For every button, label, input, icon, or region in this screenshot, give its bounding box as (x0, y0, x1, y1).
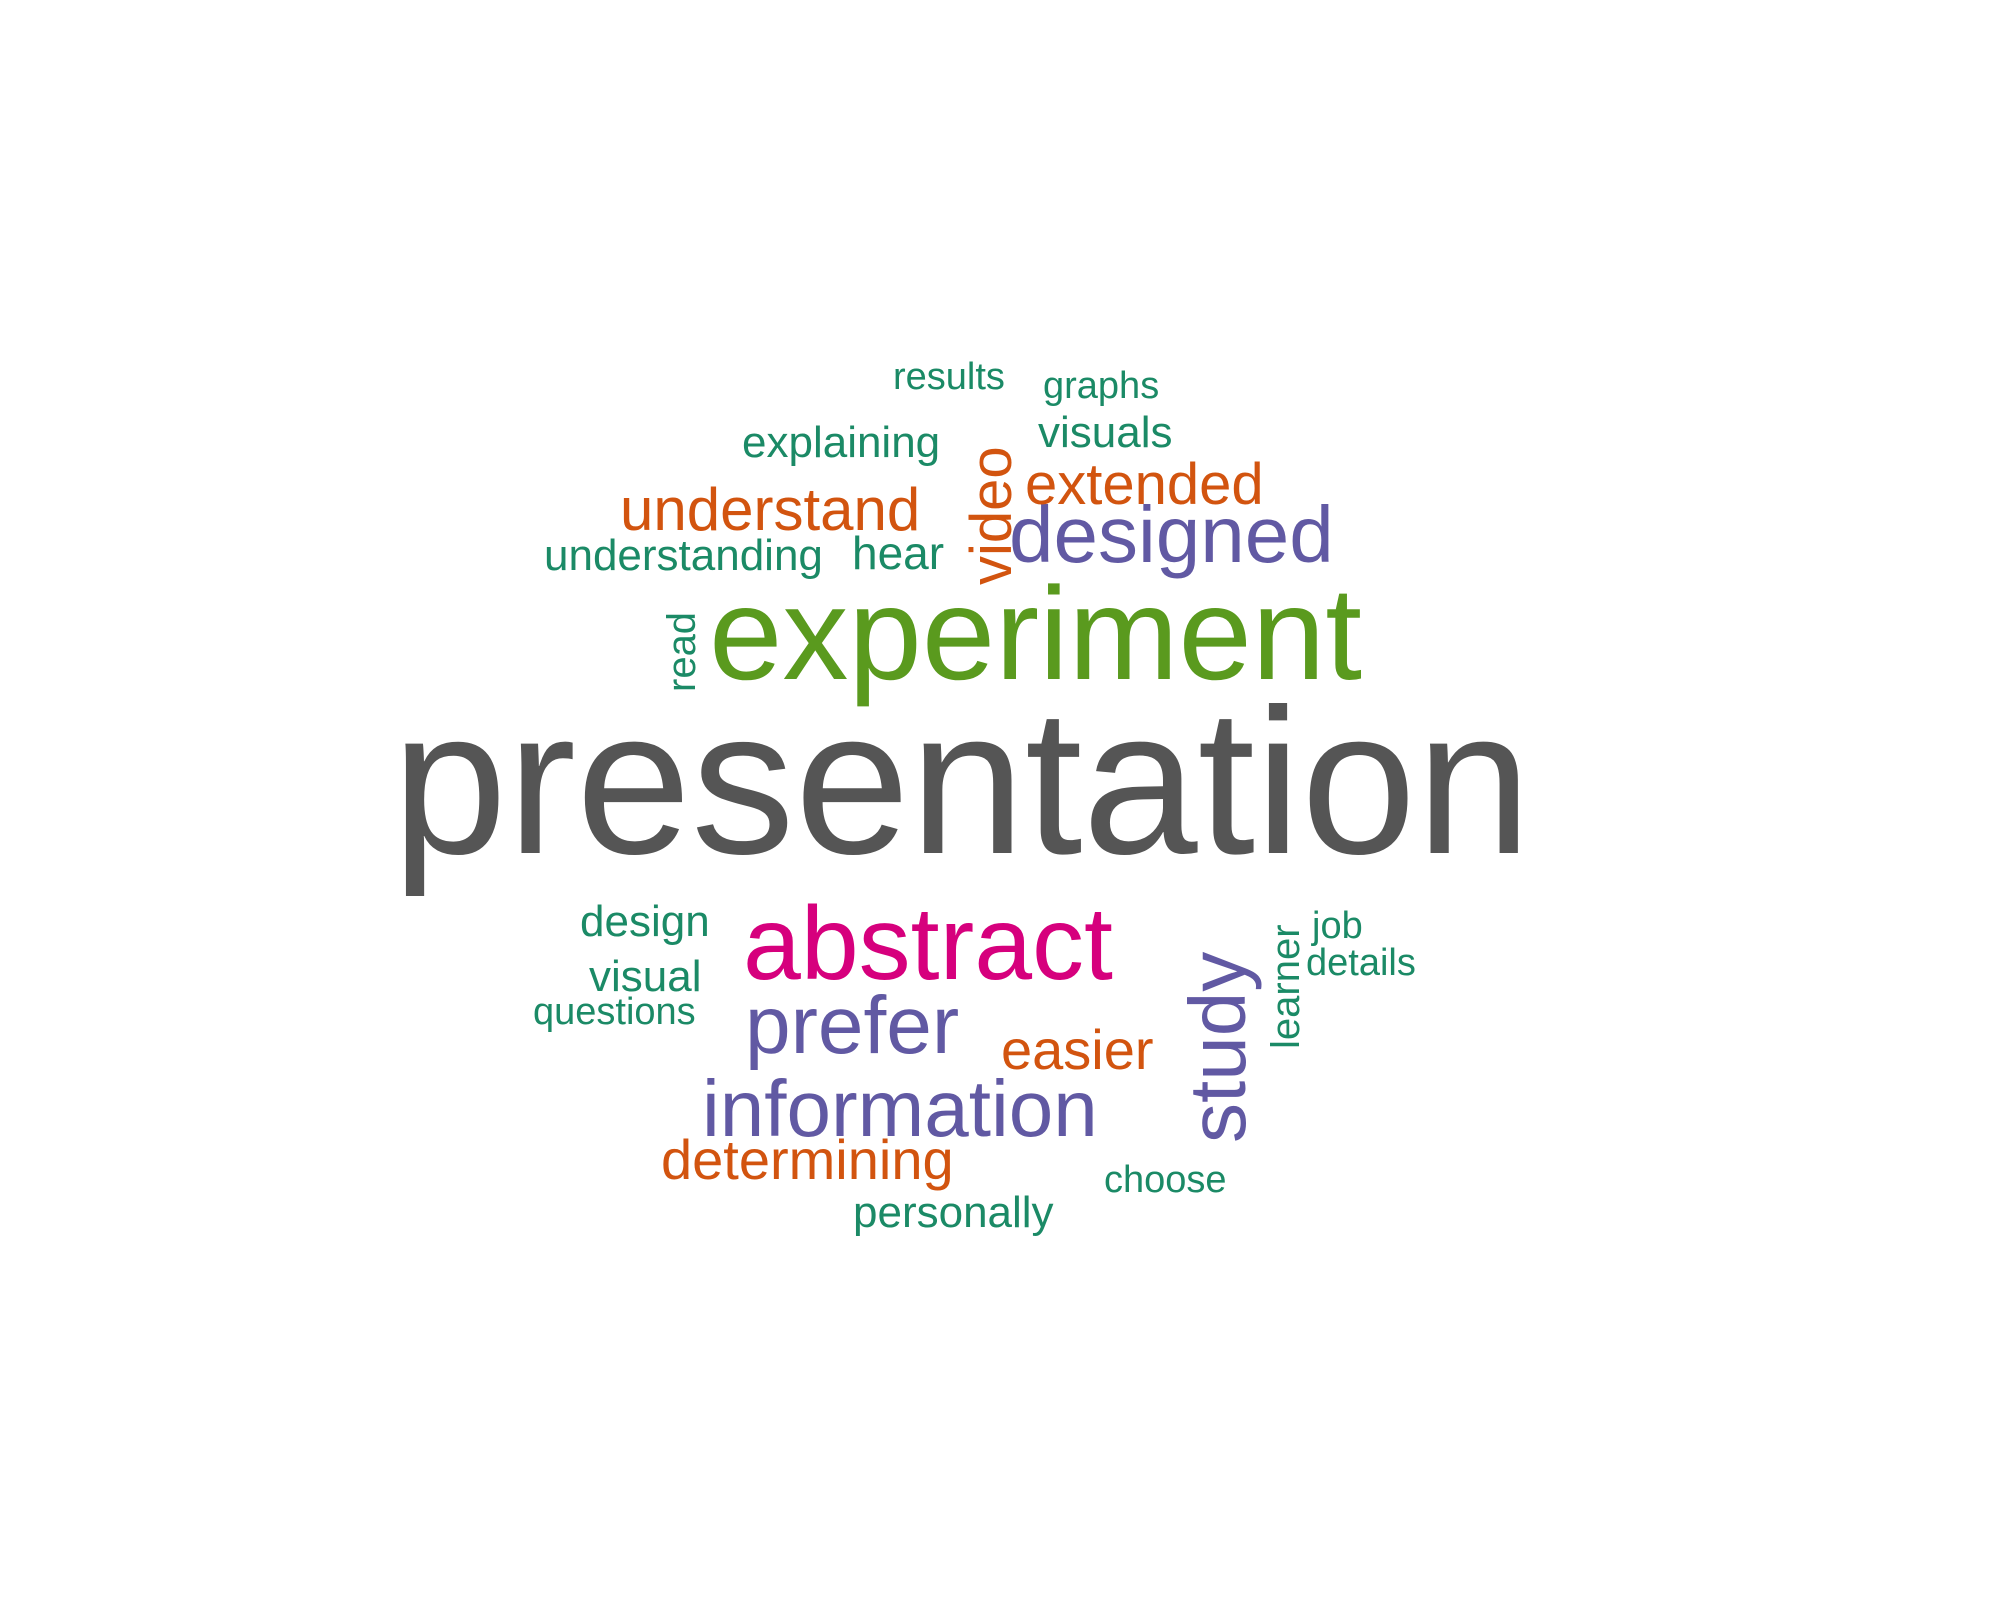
word-abstract: abstract (743, 886, 1113, 1002)
word-visual: visual (589, 952, 702, 1001)
word-experiment: experiment (709, 560, 1362, 707)
word-graphs: graphs (1043, 365, 1160, 407)
word-learner: learner (1264, 924, 1308, 1049)
word-video: video (959, 446, 1024, 585)
word-extended: extended (1025, 452, 1264, 517)
word-results: results (893, 356, 1005, 398)
word-visuals: visuals (1038, 408, 1173, 457)
word-understanding: understanding (544, 531, 823, 580)
word-prefer: prefer (745, 980, 960, 1071)
word-understand: understand (620, 476, 921, 543)
word-design: design (580, 897, 710, 946)
word-details: details (1306, 942, 1416, 984)
word-presentation: presentation (392, 666, 1532, 897)
word-personally: personally (853, 1188, 1054, 1237)
word-read: read (660, 611, 704, 692)
word-information: information (702, 1064, 1098, 1153)
word-choose: choose (1104, 1159, 1227, 1201)
word-questions: questions (533, 991, 696, 1033)
word-designed: designed (1009, 490, 1334, 579)
word-job: job (1312, 905, 1363, 947)
word-hear: hear (852, 527, 945, 579)
word-easier: easier (1001, 1018, 1154, 1081)
word-determining: determining (661, 1128, 954, 1191)
word-study: study (1173, 951, 1262, 1143)
word-explaining: explaining (742, 418, 941, 467)
